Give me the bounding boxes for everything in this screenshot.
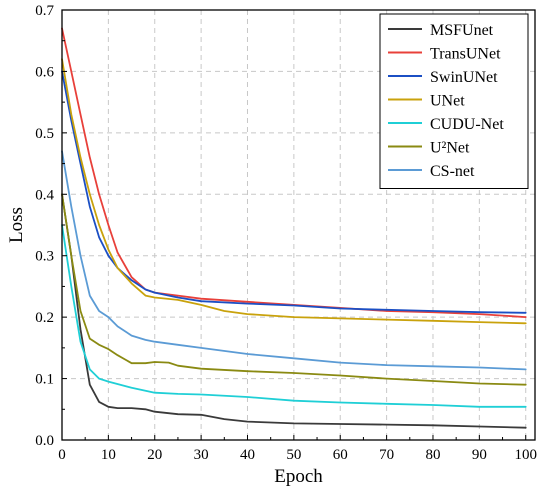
y-tick-label: 0.0 (35, 433, 54, 449)
legend-label: MSFUnet (430, 22, 494, 39)
x-tick-label: 30 (194, 447, 209, 463)
series-lines (61, 27, 527, 429)
x-tick-label: 40 (240, 447, 255, 463)
y-tick-label: 0.7 (35, 3, 54, 19)
y-axis-ticks: 0.0 0.1 0.2 0.3 0.4 0.5 0.6 0.7 (35, 3, 67, 449)
x-tick-label: 90 (472, 447, 487, 463)
x-axis-ticks: 0 10 20 30 40 50 60 70 80 90 100 (58, 435, 537, 463)
x-tick-label: 100 (514, 447, 537, 463)
y-tick-label: 0.4 (35, 187, 54, 203)
x-tick-label: 80 (425, 447, 440, 463)
legend-label: U²Net (430, 140, 470, 157)
x-tick-label: 10 (101, 447, 116, 463)
legend: MSFUnet TransUNet SwinUNet UNet CUDU-Net U²Ne… (379, 13, 529, 189)
y-tick-label: 0.6 (35, 64, 54, 80)
legend-label: CUDU-Net (430, 116, 504, 133)
x-tick-label: 70 (379, 447, 394, 463)
y-tick-label: 0.5 (35, 126, 54, 142)
series-line-swinunet (61, 70, 527, 314)
legend-box (379, 13, 529, 189)
y-tick-label: 0.1 (35, 372, 54, 388)
series-line-u-net (61, 193, 527, 386)
legend-label: TransUNet (430, 46, 501, 63)
legend-label: SwinUNet (430, 69, 498, 86)
y-tick-label: 0.2 (35, 310, 54, 326)
x-tick-label: 20 (147, 447, 162, 463)
x-axis-title: Epoch (274, 466, 323, 487)
series-line-cudu-net (61, 224, 527, 408)
legend-label: CS-net (430, 163, 475, 180)
x-tick-label: 0 (58, 447, 66, 463)
series-line-unet (61, 58, 527, 325)
y-tick-label: 0.3 (35, 249, 54, 265)
legend-label: UNet (430, 93, 465, 110)
series-line-msfunet (61, 193, 527, 429)
x-tick-label: 60 (333, 447, 348, 463)
x-tick-label: 50 (286, 447, 301, 463)
y-axis-title: Loss (6, 207, 27, 243)
series-line-cs-net (61, 150, 527, 371)
